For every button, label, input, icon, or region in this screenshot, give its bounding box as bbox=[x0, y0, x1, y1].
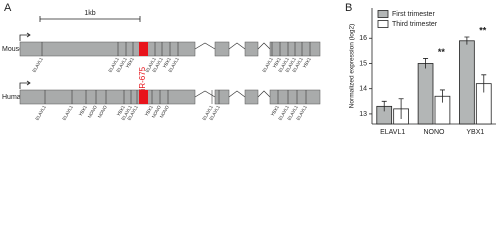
intron bbox=[194, 42, 216, 50]
site-label: YBX1 bbox=[270, 104, 280, 117]
tss-arrow bbox=[19, 80, 31, 89]
x-tick-label: ELAVL1 bbox=[380, 129, 405, 136]
exon bbox=[214, 89, 230, 105]
bar bbox=[417, 63, 434, 125]
exon bbox=[244, 89, 259, 105]
mirna-region bbox=[139, 42, 148, 56]
site-label: ELAVL1 bbox=[61, 104, 74, 121]
exon bbox=[269, 89, 321, 105]
y-tick-label: 15 bbox=[359, 60, 367, 67]
x-tick-label: YBX1 bbox=[466, 129, 484, 136]
site-label: NONO bbox=[97, 104, 108, 119]
panel-label: B bbox=[345, 2, 352, 14]
intron bbox=[228, 42, 246, 50]
error-bar bbox=[423, 58, 429, 69]
legend-label: Third trimester bbox=[392, 21, 438, 28]
species-label: Human bbox=[2, 94, 25, 101]
site-label: YBX1 bbox=[302, 56, 312, 69]
site-label: ELAVL1 bbox=[34, 104, 47, 121]
panel-label: A bbox=[4, 2, 12, 14]
intron bbox=[228, 90, 246, 98]
y-tick-label: 16 bbox=[359, 35, 367, 42]
site-label: YBX1 bbox=[78, 104, 88, 117]
error-bar bbox=[481, 74, 487, 93]
site-label: NONO bbox=[151, 104, 162, 119]
error-bar bbox=[464, 36, 470, 45]
site-label: YBX1 bbox=[116, 104, 126, 117]
error-bar bbox=[439, 89, 445, 103]
exon bbox=[214, 41, 230, 57]
error-bar bbox=[398, 98, 404, 119]
site-label: YBX1 bbox=[144, 104, 154, 117]
site-label: NONO bbox=[87, 104, 98, 119]
exon bbox=[19, 89, 196, 105]
mirna-label: miR-675 bbox=[138, 66, 147, 97]
site-label: YBX1 bbox=[162, 56, 172, 69]
bar bbox=[459, 40, 475, 125]
x-tick-label: NONO bbox=[424, 129, 446, 136]
error-bar bbox=[381, 100, 387, 112]
species-label: Mouse bbox=[2, 46, 23, 53]
legend-swatch bbox=[377, 20, 389, 28]
site-label: ELAVL1 bbox=[31, 56, 44, 73]
significance: ** bbox=[438, 47, 446, 57]
site-label: YBX1 bbox=[272, 56, 282, 69]
figure: A 1kb miR-675 B Normalized expression (l… bbox=[2, 2, 496, 136]
site-label: NONO bbox=[159, 104, 170, 119]
mirna-region bbox=[139, 90, 148, 104]
intron bbox=[257, 42, 271, 50]
intron bbox=[257, 90, 271, 98]
significance: ** bbox=[479, 25, 487, 35]
y-tick-label: 13 bbox=[359, 111, 367, 118]
y-axis-label: Normalized expression (log2) bbox=[349, 24, 356, 109]
scale-label: 1kb bbox=[84, 10, 95, 17]
site-label: YBX1 bbox=[125, 56, 135, 69]
exon bbox=[244, 41, 259, 57]
tss-arrow bbox=[19, 32, 31, 41]
legend-label: First trimester bbox=[392, 11, 435, 18]
exon bbox=[19, 41, 196, 57]
legend-swatch bbox=[377, 10, 389, 18]
intron bbox=[194, 90, 216, 98]
y-tick-label: 14 bbox=[359, 86, 367, 93]
